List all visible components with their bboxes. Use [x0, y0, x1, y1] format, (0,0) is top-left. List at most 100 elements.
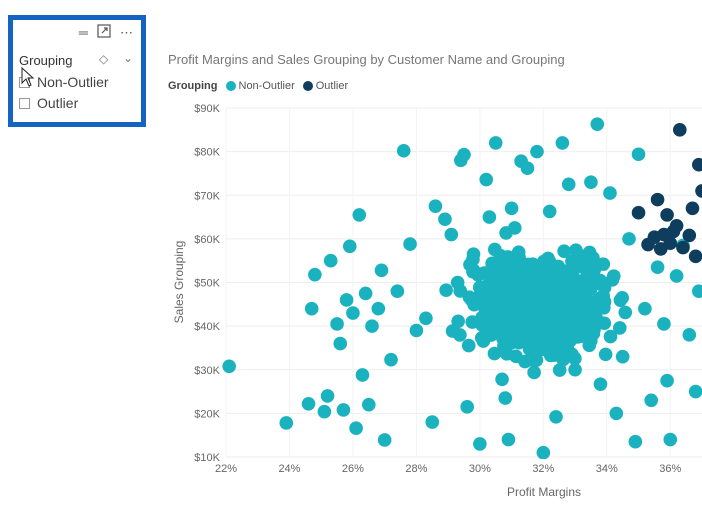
- data-point-non-outlier[interactable]: [556, 352, 570, 367]
- data-point-non-outlier[interactable]: [527, 365, 541, 380]
- data-point-non-outlier[interactable]: [536, 445, 551, 460]
- data-point-non-outlier[interactable]: [346, 306, 360, 320]
- data-point-non-outlier[interactable]: [464, 292, 479, 307]
- data-point-non-outlier[interactable]: [487, 300, 502, 315]
- data-point-non-outlier[interactable]: [501, 432, 516, 447]
- checkbox[interactable]: [19, 97, 30, 109]
- data-point-non-outlier[interactable]: [552, 363, 567, 377]
- data-point-non-outlier[interactable]: [571, 282, 586, 296]
- data-point-non-outlier[interactable]: [451, 314, 465, 329]
- data-point-non-outlier[interactable]: [403, 237, 417, 251]
- data-point-non-outlier[interactable]: [631, 147, 646, 162]
- data-point-non-outlier[interactable]: [495, 372, 509, 387]
- chevron-down-icon[interactable]: ⌄: [123, 51, 134, 65]
- data-point-non-outlier[interactable]: [481, 287, 496, 302]
- data-point-non-outlier[interactable]: [523, 352, 538, 367]
- data-point-non-outlier[interactable]: [510, 306, 525, 320]
- data-point-non-outlier[interactable]: [584, 175, 598, 189]
- data-point-non-outlier[interactable]: [603, 329, 618, 344]
- data-point-non-outlier[interactable]: [644, 393, 659, 408]
- data-point-non-outlier[interactable]: [371, 301, 386, 316]
- data-point-non-outlier[interactable]: [615, 349, 630, 364]
- data-point-non-outlier[interactable]: [596, 297, 611, 312]
- data-point-non-outlier[interactable]: [578, 272, 593, 286]
- data-point-non-outlier[interactable]: [628, 434, 643, 449]
- data-point-outlier[interactable]: [682, 228, 697, 243]
- data-point-non-outlier[interactable]: [358, 286, 373, 301]
- data-point-non-outlier[interactable]: [490, 278, 504, 292]
- data-point-non-outlier[interactable]: [428, 199, 443, 213]
- data-point-non-outlier[interactable]: [669, 269, 684, 283]
- data-point-non-outlier[interactable]: [557, 244, 571, 259]
- grouping-slicer[interactable]: ═ ⋯ Grouping ◇ ⌄ Non-Outlier Outlier: [8, 15, 146, 127]
- data-point-non-outlier[interactable]: [568, 362, 582, 377]
- data-point-non-outlier[interactable]: [603, 186, 617, 200]
- data-point-outlier[interactable]: [676, 240, 690, 255]
- data-point-non-outlier[interactable]: [409, 323, 424, 338]
- data-point-non-outlier[interactable]: [465, 315, 480, 329]
- data-point-outlier[interactable]: [688, 249, 702, 264]
- data-point-non-outlier[interactable]: [660, 373, 674, 388]
- data-point-non-outlier[interactable]: [362, 397, 376, 412]
- data-point-non-outlier[interactable]: [570, 298, 585, 312]
- data-point-non-outlier[interactable]: [501, 298, 515, 312]
- data-point-non-outlier[interactable]: [519, 324, 533, 338]
- data-point-outlier[interactable]: [663, 236, 678, 251]
- data-point-non-outlier[interactable]: [577, 249, 592, 264]
- data-point-non-outlier[interactable]: [330, 317, 344, 331]
- data-point-non-outlier[interactable]: [688, 384, 702, 399]
- data-point-outlier[interactable]: [660, 208, 674, 222]
- eraser-icon[interactable]: ◇: [99, 52, 109, 66]
- data-point-non-outlier[interactable]: [425, 415, 440, 429]
- data-point-non-outlier[interactable]: [493, 248, 508, 263]
- data-point-outlier[interactable]: [672, 123, 687, 137]
- expand-icon[interactable]: [97, 24, 111, 41]
- data-point-outlier[interactable]: [692, 157, 702, 172]
- data-point-non-outlier[interactable]: [539, 311, 554, 326]
- data-point-non-outlier[interactable]: [692, 284, 702, 299]
- data-point-non-outlier[interactable]: [450, 275, 465, 290]
- data-point-outlier[interactable]: [685, 201, 700, 216]
- data-point-non-outlier[interactable]: [342, 239, 357, 254]
- focus-mode-icon[interactable]: ═: [78, 24, 88, 40]
- data-point-non-outlier[interactable]: [638, 301, 652, 316]
- data-point-non-outlier[interactable]: [323, 253, 338, 268]
- data-point-non-outlier[interactable]: [549, 323, 564, 338]
- data-point-non-outlier[interactable]: [466, 264, 480, 279]
- data-point-non-outlier[interactable]: [339, 293, 354, 307]
- data-point-non-outlier[interactable]: [488, 320, 503, 334]
- data-point-non-outlier[interactable]: [597, 280, 612, 295]
- data-point-non-outlier[interactable]: [488, 136, 503, 150]
- data-point-non-outlier[interactable]: [583, 334, 598, 348]
- data-point-non-outlier[interactable]: [534, 342, 548, 357]
- data-point-non-outlier[interactable]: [461, 338, 476, 353]
- data-point-non-outlier[interactable]: [457, 147, 471, 162]
- data-point-non-outlier[interactable]: [615, 290, 630, 305]
- data-point-non-outlier[interactable]: [523, 279, 538, 293]
- data-point-non-outlier[interactable]: [365, 319, 379, 333]
- data-point-non-outlier[interactable]: [320, 389, 335, 403]
- data-point-non-outlier[interactable]: [336, 403, 351, 417]
- data-point-non-outlier[interactable]: [419, 311, 433, 326]
- data-point-non-outlier[interactable]: [587, 262, 602, 277]
- data-point-non-outlier[interactable]: [499, 346, 514, 361]
- data-point-non-outlier[interactable]: [473, 437, 487, 451]
- data-point-non-outlier[interactable]: [507, 221, 522, 235]
- data-point-non-outlier[interactable]: [438, 212, 452, 227]
- data-point-non-outlier[interactable]: [585, 315, 600, 330]
- data-point-non-outlier[interactable]: [352, 208, 367, 222]
- data-point-non-outlier[interactable]: [520, 161, 535, 176]
- data-point-non-outlier[interactable]: [484, 266, 498, 281]
- data-point-non-outlier[interactable]: [317, 404, 332, 419]
- data-point-non-outlier[interactable]: [355, 368, 370, 382]
- data-point-non-outlier[interactable]: [333, 336, 348, 351]
- legend-entry-outlier[interactable]: Outlier: [302, 80, 348, 92]
- data-point-non-outlier[interactable]: [657, 317, 671, 331]
- data-point-non-outlier[interactable]: [542, 204, 557, 219]
- data-point-non-outlier[interactable]: [538, 287, 553, 301]
- data-point-non-outlier[interactable]: [474, 331, 489, 345]
- data-point-non-outlier[interactable]: [460, 400, 474, 414]
- data-point-non-outlier[interactable]: [542, 254, 557, 269]
- data-point-non-outlier[interactable]: [561, 177, 576, 192]
- data-point-non-outlier[interactable]: [618, 305, 633, 320]
